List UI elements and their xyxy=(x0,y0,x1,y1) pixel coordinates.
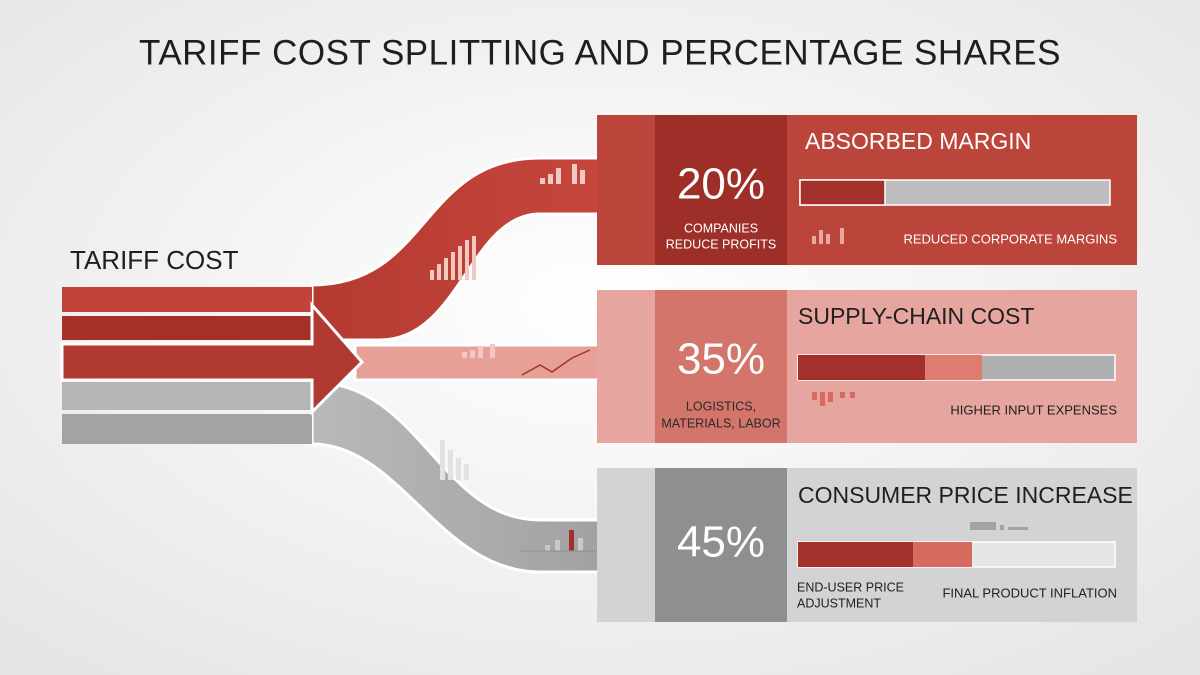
caption: FINAL PRODUCT INFLATION xyxy=(942,585,1117,600)
decor-bars xyxy=(812,228,844,244)
share-note: LOGISTICS, xyxy=(686,399,756,413)
source-stripe xyxy=(62,414,312,444)
share-note: REDUCE PROFITS xyxy=(666,237,776,251)
panel-strip xyxy=(655,468,787,622)
source-label: TARIFF COST xyxy=(70,245,239,275)
caption: REDUCED CORPORATE MARGINS xyxy=(903,231,1117,246)
source-stripe xyxy=(62,287,312,312)
caption: END-USER PRICE xyxy=(797,580,904,594)
decor-bars xyxy=(520,530,598,552)
panel-consumer: 45% CONSUMER PRICE INCREASE END-USER PRI… xyxy=(597,468,1137,622)
source-stripe xyxy=(62,316,312,340)
source-stripe xyxy=(62,382,312,410)
panel-strip xyxy=(655,115,787,265)
decor-bars xyxy=(440,440,469,480)
caption: HIGHER INPUT EXPENSES xyxy=(950,402,1117,417)
decor-bars xyxy=(970,522,1028,530)
panel-strip xyxy=(655,290,787,443)
decor-bars xyxy=(430,164,585,358)
heading: SUPPLY-CHAIN COST xyxy=(798,303,1034,329)
share: 20% xyxy=(677,160,765,209)
decor-bars xyxy=(812,392,855,406)
share: 45% xyxy=(677,518,765,567)
title: TARIFF COST SPLITTING AND PERCENTAGE SHA… xyxy=(139,33,1061,72)
decor-trend xyxy=(521,349,591,376)
heading: ABSORBED MARGIN xyxy=(805,128,1031,154)
share: 35% xyxy=(677,335,765,384)
source-arrow xyxy=(60,301,365,416)
share-note: MATERIALS, LABOR xyxy=(661,416,780,430)
share-note: COMPANIES xyxy=(684,221,758,235)
panel-margin: 20% COMPANIES REDUCE PROFITS ABSORBED MA… xyxy=(597,115,1137,265)
flows xyxy=(60,124,658,609)
panel-supply: 35% LOGISTICS, MATERIALS, LABOR SUPPLY-C… xyxy=(597,290,1137,443)
progress-fill xyxy=(799,179,886,206)
caption: ADJUSTMENT xyxy=(797,596,881,610)
progress-fill xyxy=(798,355,925,380)
heading: CONSUMER PRICE INCREASE xyxy=(798,482,1133,508)
progress-fill xyxy=(798,542,913,567)
